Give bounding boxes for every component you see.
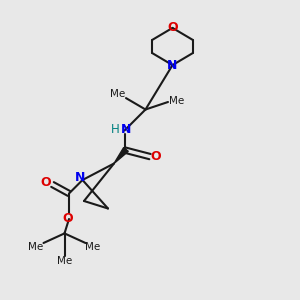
Text: Me: Me: [57, 256, 72, 266]
Text: Me: Me: [110, 89, 125, 100]
Text: Me: Me: [85, 242, 100, 252]
Text: N: N: [75, 171, 85, 184]
Text: N: N: [167, 58, 178, 72]
Polygon shape: [114, 148, 128, 164]
Text: Me: Me: [169, 95, 184, 106]
Text: H: H: [110, 122, 119, 136]
Text: N: N: [121, 123, 131, 136]
Text: O: O: [167, 21, 178, 34]
Text: O: O: [62, 212, 73, 225]
Text: Me: Me: [28, 242, 44, 252]
Text: O: O: [40, 176, 51, 190]
Text: O: O: [151, 149, 161, 163]
